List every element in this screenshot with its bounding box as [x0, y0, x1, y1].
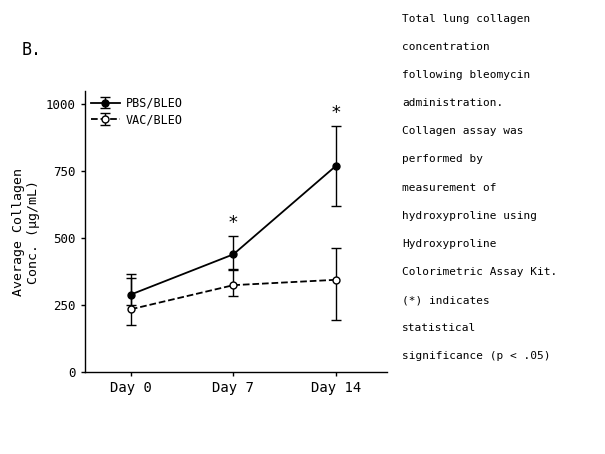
- Text: B.: B.: [21, 41, 41, 59]
- Legend: PBS/BLEO, VAC/BLEO: PBS/BLEO, VAC/BLEO: [91, 97, 183, 126]
- Text: *: *: [330, 104, 341, 122]
- Text: Total lung collagen: Total lung collagen: [402, 14, 531, 24]
- Text: hydroxyproline using: hydroxyproline using: [402, 211, 537, 221]
- Y-axis label: Average Collagen
Conc. (μg/mL): Average Collagen Conc. (μg/mL): [12, 168, 40, 296]
- Text: (*) indicates: (*) indicates: [402, 295, 490, 305]
- Text: administration.: administration.: [402, 98, 503, 108]
- Text: *: *: [228, 213, 239, 232]
- Text: Colorimetric Assay Kit.: Colorimetric Assay Kit.: [402, 267, 558, 277]
- Text: statistical: statistical: [402, 323, 477, 333]
- Text: Collagen assay was: Collagen assay was: [402, 126, 524, 136]
- Text: performed by: performed by: [402, 154, 483, 164]
- Text: Hydroxyproline: Hydroxyproline: [402, 239, 497, 249]
- Text: concentration: concentration: [402, 42, 490, 52]
- Text: significance (p < .05): significance (p < .05): [402, 351, 551, 361]
- Text: measurement of: measurement of: [402, 183, 497, 192]
- Text: following bleomycin: following bleomycin: [402, 70, 531, 80]
